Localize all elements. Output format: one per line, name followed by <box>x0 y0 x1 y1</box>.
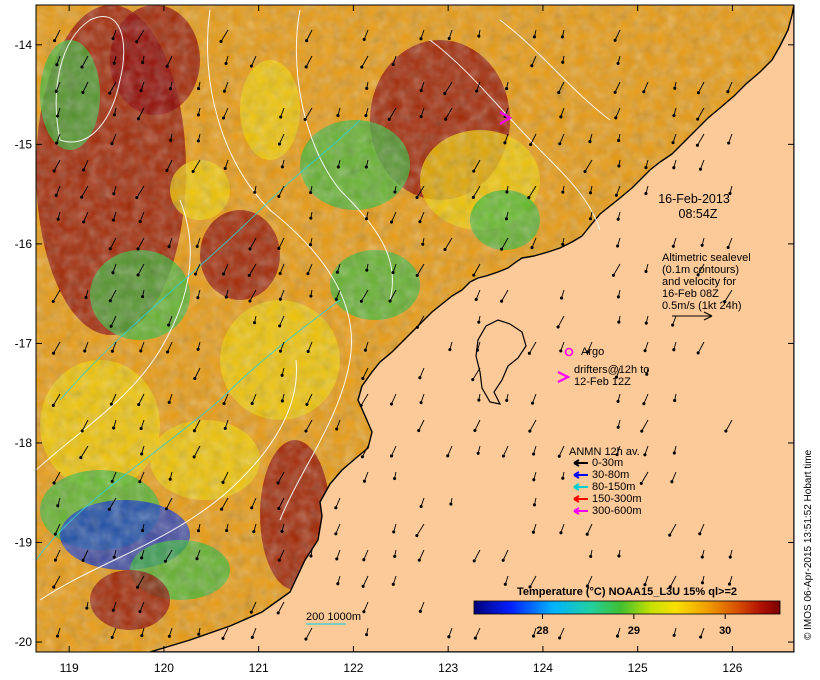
altimetry-line-3: and velocity for <box>662 276 736 288</box>
altimetry-line-4: 16-Feb 08Z <box>662 288 719 300</box>
y-tick-label: -18 <box>15 436 33 450</box>
x-tick-label: 122 <box>343 661 363 675</box>
time-label: 08:54Z <box>679 207 718 221</box>
y-tick-label: -20 <box>15 635 33 649</box>
y-tick-label: -19 <box>15 536 33 550</box>
y-tick-label: -14 <box>15 38 33 52</box>
legend-item: 0-30m <box>573 457 623 469</box>
legend-arrow-icon <box>573 495 588 503</box>
colorbar-tick-label: 28 <box>536 625 548 637</box>
legend-title: ANMN 12h av. <box>569 446 640 458</box>
altimetry-note: Altimetric sealevel (0.1m contours) and … <box>662 252 751 321</box>
colorbar-ramp <box>473 600 781 615</box>
y-tick-label: -15 <box>15 137 33 151</box>
colorbar: Temperature (°C) NOAA15_L3U 15% ql>=2 28… <box>473 586 781 637</box>
legend-item-label: 150-300m <box>592 493 642 505</box>
bathymetry-contours <box>36 119 361 561</box>
x-tick-label: 126 <box>722 661 742 675</box>
x-tick-label: 120 <box>154 661 174 675</box>
legend-item-label: 80-150m <box>592 481 635 493</box>
drifter-marker-icon <box>557 371 571 383</box>
y-tick-label: -17 <box>15 336 33 350</box>
colorbar-tick-label: 29 <box>628 625 640 637</box>
y-axis: -14 -15 -16 -17 -18 -19 -20 <box>15 38 794 649</box>
legend-arrow-icon <box>573 471 588 479</box>
legend-arrow-icon <box>573 459 588 467</box>
altimetry-line-2: (0.1m contours) <box>662 264 739 276</box>
argo-note: Argo drifters@12h to 12-Feb 12Z <box>557 346 649 388</box>
map-panel <box>36 5 794 652</box>
date-label: 16-Feb-2013 <box>658 192 730 206</box>
altimetry-line-5: 0.5m/s (1kt 24h) <box>662 300 741 312</box>
velocity-arrows <box>51 29 733 641</box>
legend-item-label: 300-600m <box>592 505 642 517</box>
land-mass <box>149 5 794 652</box>
argo-label: Argo <box>581 346 604 358</box>
plot-border <box>35 4 795 653</box>
y-tick-label: -16 <box>15 237 33 251</box>
drifters-line-1: drifters@12h to <box>574 364 649 376</box>
x-axis: 119 120 121 122 123 124 125 126 <box>60 5 743 675</box>
bathymetry-legend: 200 1000m <box>306 611 361 625</box>
x-tick-label: 119 <box>60 661 79 675</box>
x-tick-label: 125 <box>628 661 648 675</box>
argo-marker-icon <box>564 347 574 357</box>
legend-item-label: 30-80m <box>592 469 629 481</box>
legend-item: 300-600m <box>573 505 642 517</box>
x-tick-label: 123 <box>438 661 458 675</box>
legend-arrow-icon <box>573 483 588 491</box>
x-tick-label: 121 <box>249 661 269 675</box>
scale-arrow-icon <box>672 311 713 321</box>
altimetry-line-1: Altimetric sealevel <box>662 252 751 264</box>
drifters-line-2: 12-Feb 12Z <box>574 376 631 388</box>
island-group <box>475 319 527 405</box>
credit-text: © IMOS 06-Apr-2015 13:51:52 Hobart time <box>803 449 814 640</box>
colorbar-title: Temperature (°C) NOAA15_L3U 15% ql>=2 <box>517 586 737 598</box>
x-tick-label: 124 <box>533 661 553 675</box>
anmn-legend: ANMN 12h av. 0-30m30-80m80-150m150-300m3… <box>569 446 642 517</box>
legend-item: 150-300m <box>573 493 642 505</box>
drifter-marker-on-map-icon <box>499 111 513 125</box>
bathymetry-label: 200 1000m <box>306 611 361 623</box>
legend-item: 80-150m <box>573 481 635 493</box>
colorbar-tick-label: 30 <box>719 625 731 637</box>
sealevel-contours <box>36 9 611 601</box>
legend-item: 30-80m <box>573 469 629 481</box>
legend-item-label: 0-30m <box>592 457 623 469</box>
annotation-date: 16-Feb-2013 08:54Z <box>658 192 730 221</box>
legend-arrow-icon <box>573 507 588 515</box>
